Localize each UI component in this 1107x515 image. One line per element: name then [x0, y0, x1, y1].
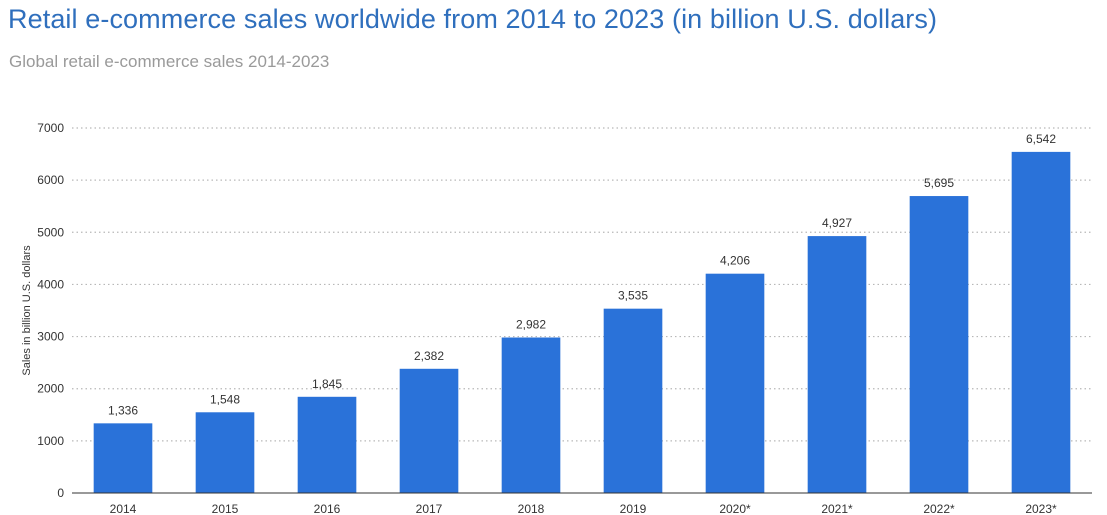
grid-lines	[72, 127, 1092, 442]
y-tick-label: 1000	[37, 434, 64, 448]
bar-value-label: 6,542	[1026, 132, 1056, 146]
y-axis-ticks: 0 1000 2000 3000 4000 5000 6000 7000	[37, 121, 64, 500]
x-tick-label: 2018	[518, 502, 545, 515]
x-tick-label: 2016	[314, 502, 341, 515]
y-tick-label: 2000	[37, 382, 64, 396]
bar	[603, 308, 663, 493]
x-tick-label: 2023*	[1025, 502, 1057, 515]
bar	[501, 337, 561, 493]
chart-subtitle: Global retail e-commerce sales 2014-2023	[9, 52, 330, 71]
bar-value-label: 1,548	[210, 392, 240, 406]
y-tick-label: 0	[57, 486, 64, 500]
x-tick-label: 2020*	[719, 502, 751, 515]
bar	[93, 423, 153, 493]
y-tick-label: 4000	[37, 277, 64, 291]
bar-value-label: 5,695	[924, 176, 954, 190]
x-axis-ticks: 2014 2015 2016 2017 2018 2019 2020* 2021* 2022* 2…	[110, 502, 1057, 515]
bar	[1011, 151, 1071, 494]
bar	[807, 236, 867, 493]
y-tick-label: 3000	[37, 330, 64, 344]
bar-value-label: 4,927	[822, 216, 852, 230]
bars	[93, 151, 1071, 494]
y-tick-label: 7000	[37, 121, 64, 135]
x-tick-label: 2015	[212, 502, 239, 515]
bar-value-label: 1,845	[312, 377, 342, 391]
bar-value-label: 4,206	[720, 254, 750, 268]
y-tick-label: 6000	[37, 173, 64, 187]
bar-value-label: 3,535	[618, 289, 648, 303]
bar	[195, 412, 255, 493]
bar	[909, 196, 969, 493]
bar	[297, 396, 357, 493]
bar-value-label: 2,382	[414, 349, 444, 363]
y-tick-label: 5000	[37, 225, 64, 239]
x-tick-label: 2017	[416, 502, 443, 515]
x-tick-label: 2021*	[821, 502, 853, 515]
chart-title: Retail e-commerce sales worldwide from 2…	[8, 4, 938, 34]
value-labels: 1,336 1,548 1,845 2,382 2,982 3,535 4,206 4,927…	[108, 132, 1056, 417]
x-tick-label: 2022*	[923, 502, 955, 515]
bar	[399, 368, 459, 493]
x-tick-label: 2014	[110, 502, 137, 515]
y-axis-title: Sales in billion U.S. dollars	[21, 245, 33, 376]
bar	[705, 273, 765, 493]
x-tick-label: 2019	[620, 502, 647, 515]
bar-value-label: 2,982	[516, 318, 546, 332]
bar-value-label: 1,336	[108, 403, 138, 417]
